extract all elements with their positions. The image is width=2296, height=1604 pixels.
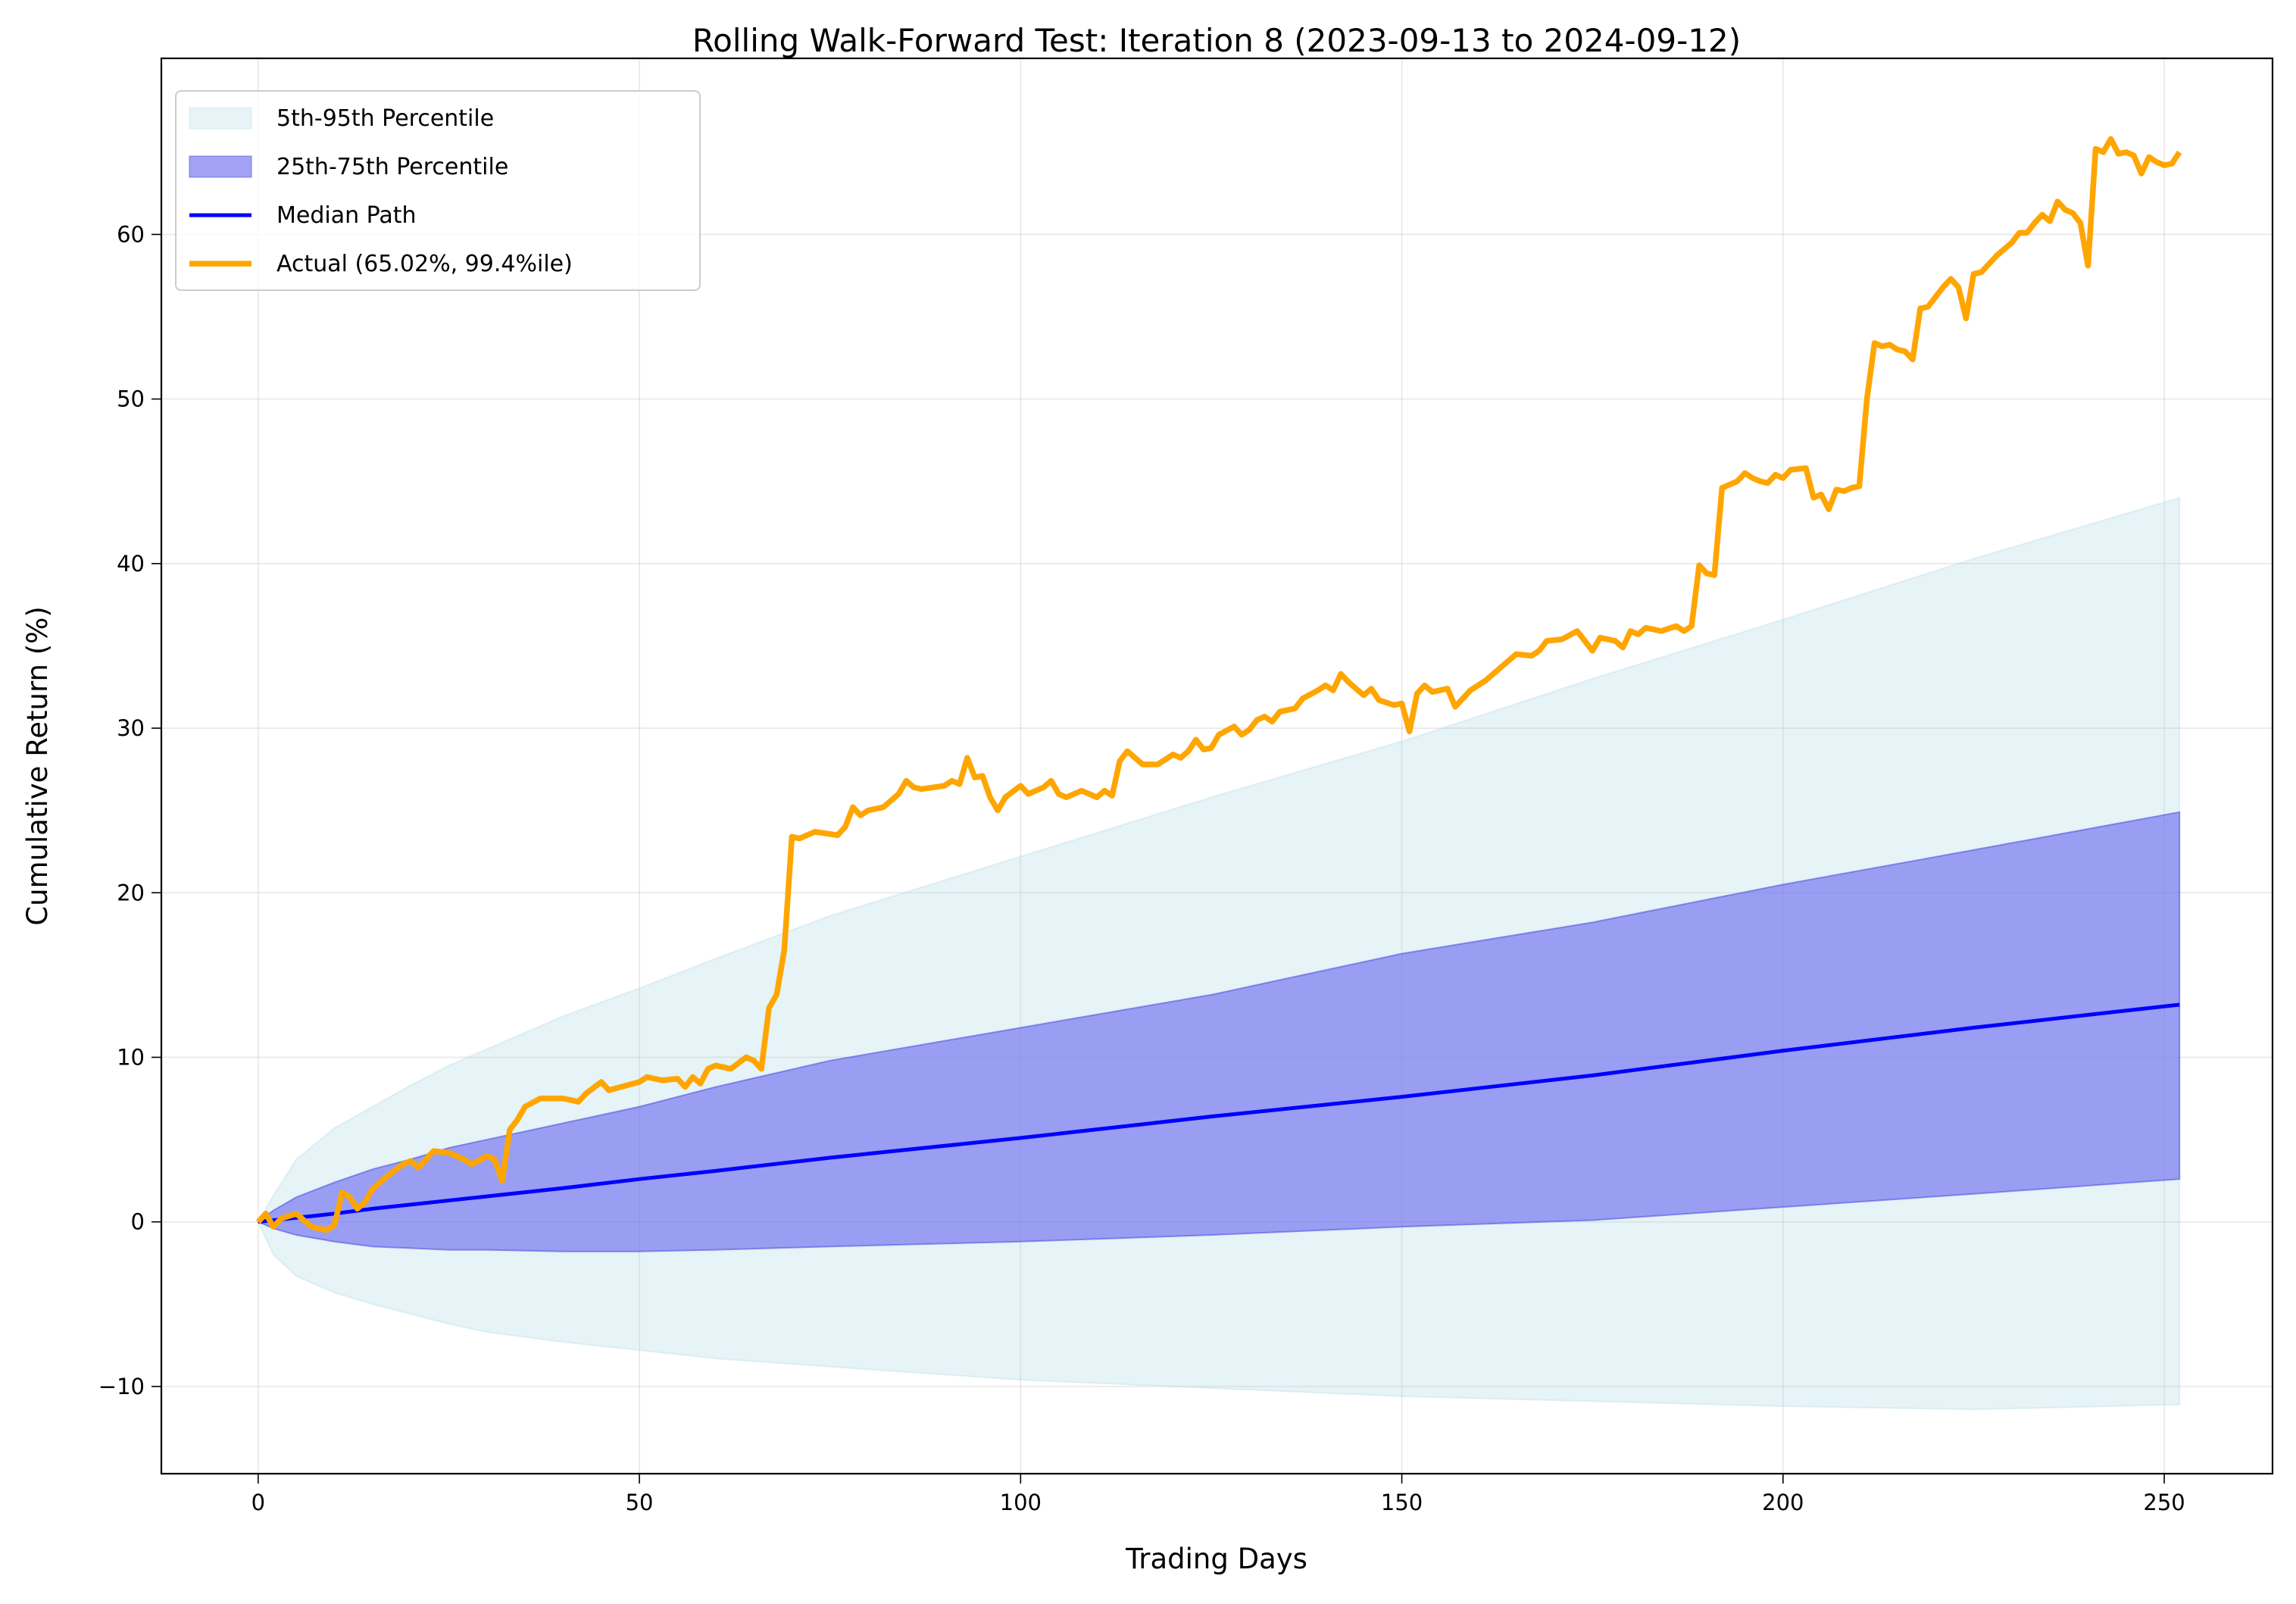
x-tick-label: 50 (626, 1490, 654, 1515)
plot-frame (160, 57, 2274, 1475)
axis-ticks: 0 50 100 150 200 250 −10 0 10 20 30 40 50 60 (98, 221, 2185, 1515)
y-tick-label: 50 (117, 386, 145, 412)
y-tick-label: 0 (131, 1209, 145, 1235)
y-tick-label: −10 (98, 1374, 145, 1399)
legend-swatch-outer-band (189, 107, 252, 130)
band-25th-75th (256, 811, 2181, 1252)
x-tick-label: 250 (2143, 1490, 2185, 1515)
grid (161, 58, 2273, 1474)
legend: 5th-95th Percentile 25th-75th Percentile M… (175, 90, 701, 291)
legend-swatch-inner-band (189, 155, 252, 178)
percentile-bands (256, 496, 2181, 1411)
x-tick-label: 0 (251, 1490, 265, 1515)
y-tick-label: 60 (117, 221, 145, 247)
chart-title: Rolling Walk-Forward Test: Iteration 8 (… (692, 22, 1741, 59)
x-tick-label: 150 (1381, 1490, 1423, 1515)
legend-label: 25th-75th Percentile (276, 154, 508, 180)
y-tick-label: 20 (117, 880, 145, 905)
legend-box (175, 90, 701, 291)
actual-line (256, 136, 2182, 1233)
series-lines (256, 136, 2182, 1233)
y-axis-label: Cumulative Return (%) (21, 606, 54, 926)
x-tick-label: 200 (1762, 1490, 1804, 1515)
y-tick-label: 40 (117, 551, 145, 577)
y-tick-label: 10 (117, 1044, 145, 1070)
legend-label: Median Path (276, 202, 417, 229)
x-tick-label: 100 (1000, 1490, 1042, 1515)
legend-label: 5th-95th Percentile (276, 105, 494, 132)
legend-label: Actual (65.02%, 99.4%ile) (276, 251, 573, 277)
y-tick-label: 30 (117, 715, 145, 741)
x-axis-label: Trading Days (1125, 1543, 1307, 1575)
